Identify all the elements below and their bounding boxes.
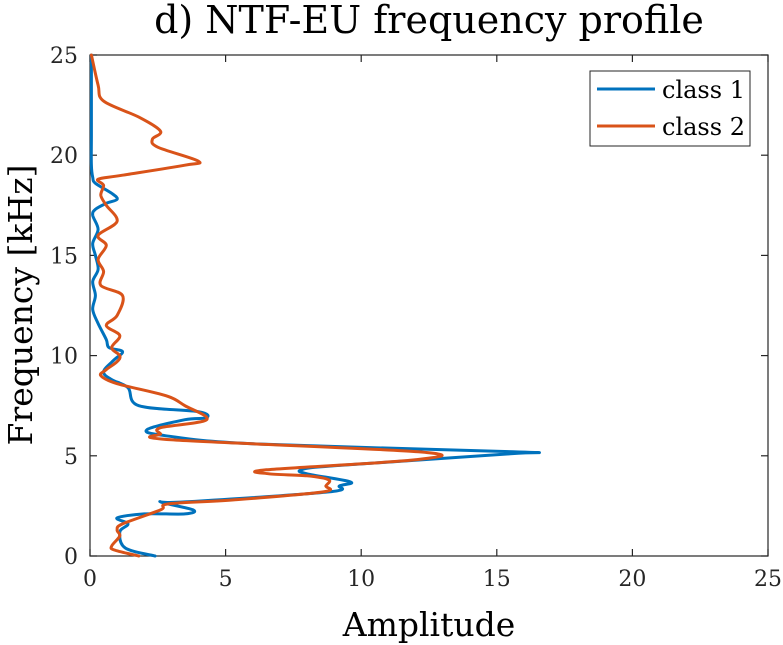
y-tick-label: 0 [64, 545, 78, 570]
legend-box [589, 70, 751, 147]
axes-box [89, 54, 769, 557]
x-tick-label: 25 [754, 567, 782, 592]
legend-label-class-2: class 2 [662, 113, 745, 141]
x-tick-label: 15 [483, 567, 511, 592]
x-tick-label: 10 [347, 567, 375, 592]
y-tick-label: 5 [64, 445, 78, 470]
x-axis-label: Amplitude [342, 605, 516, 644]
legend-label-class-1: class 1 [662, 76, 745, 104]
legend: class 1 class 2 [589, 70, 751, 147]
series-layer [89, 53, 541, 558]
x-tick-label: 5 [219, 567, 233, 592]
y-tick-label: 10 [50, 345, 78, 370]
plot-area [89, 54, 769, 557]
chart-title: d) NTF-EU frequency profile [154, 0, 704, 42]
series-line-class-2 [89, 53, 444, 558]
x-tick-label: 0 [83, 567, 97, 592]
y-tick-label: 20 [50, 144, 78, 169]
y-tick-label: 25 [50, 44, 78, 69]
x-tick-label: 20 [618, 567, 646, 592]
y-axis-label: Frequency [kHz] [1, 165, 40, 446]
axis-ticks: 0 5 10 15 20 25 0 5 10 15 20 25 [50, 44, 782, 592]
y-tick-label: 15 [50, 244, 78, 269]
